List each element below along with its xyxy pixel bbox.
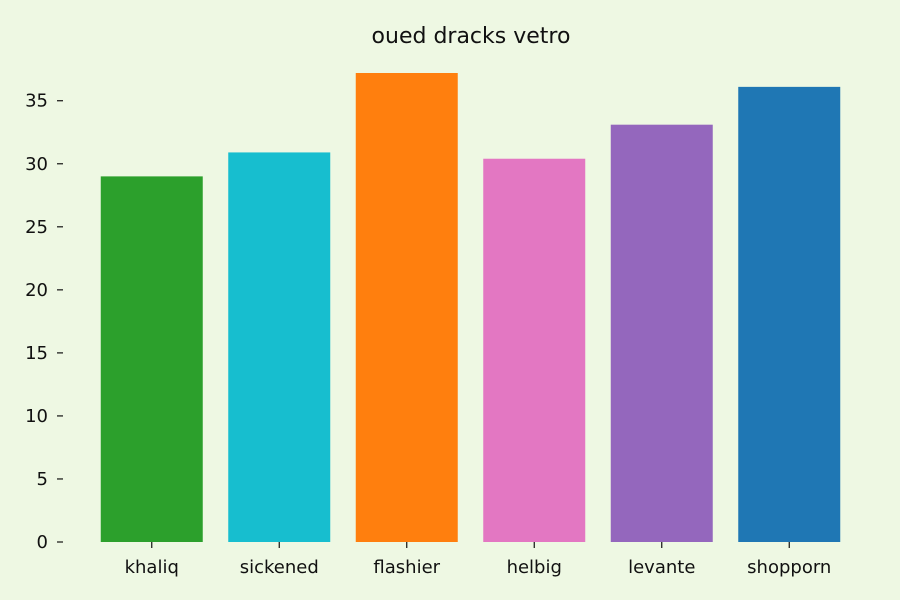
y-tick-label: 30 <box>25 154 48 175</box>
y-tick-label: 0 <box>37 532 48 553</box>
x-tick-label-levante: levante <box>628 557 695 578</box>
y-tick-label: 10 <box>25 406 48 427</box>
bars <box>100 73 841 542</box>
y-tick-label: 20 <box>25 280 48 301</box>
bar-levante <box>610 124 713 542</box>
x-tick-label-shopporn: shopporn <box>747 557 831 578</box>
x-tick-label-khaliq: khaliq <box>125 557 179 578</box>
x-tick-label-sickened: sickened <box>240 557 319 578</box>
y-tick-label: 25 <box>25 217 48 238</box>
bar-shopporn <box>738 86 841 542</box>
chart-title: oued dracks vetro <box>372 24 571 49</box>
y-tick-label: 35 <box>25 91 48 112</box>
x-axis: khaliq sickened flashier helbig levante shopp… <box>125 542 831 578</box>
y-tick-label: 15 <box>25 343 48 364</box>
x-tick-label-flashier: flashier <box>373 557 440 578</box>
bar-flashier <box>355 73 458 542</box>
bar-khaliq <box>100 176 203 542</box>
y-axis: 0 5 10 15 20 25 30 35 <box>25 91 63 553</box>
bar-sickened <box>228 152 331 542</box>
x-tick-label-helbig: helbig <box>507 557 562 578</box>
y-tick-label: 5 <box>37 469 48 490</box>
bar-helbig <box>483 158 586 542</box>
